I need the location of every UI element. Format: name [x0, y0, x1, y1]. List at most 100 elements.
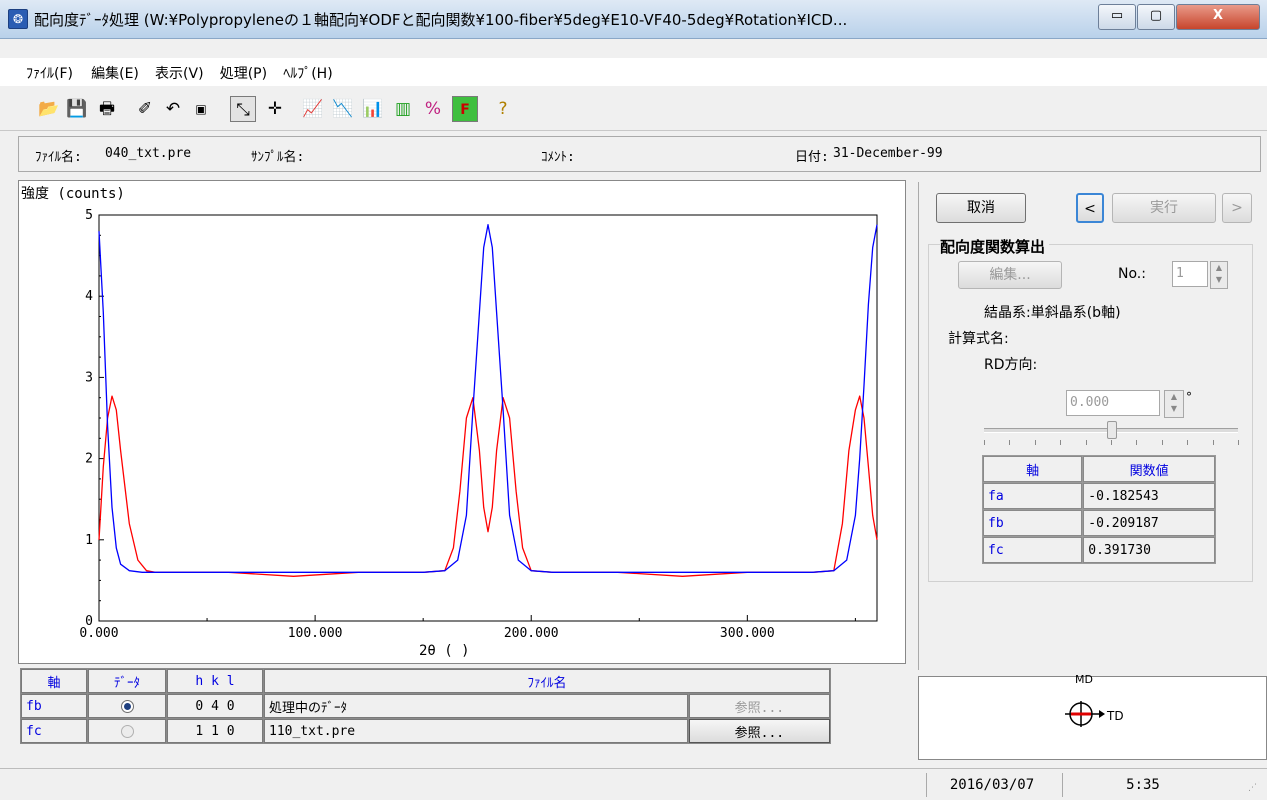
- comment-label: ｺﾒﾝﾄ:: [541, 150, 575, 165]
- edit-button[interactable]: 編集...: [958, 261, 1062, 289]
- cursor-move-icon[interactable]: ✛: [267, 99, 283, 119]
- axis-data-table: 軸 ﾃﾞｰﾀ h k l ﾌｧｲﾙ名 fb 0 4 0 処理中のﾃﾞｰﾀ 参照.…: [20, 668, 831, 744]
- x-axis-label: 2θ ( ): [419, 643, 470, 659]
- toolbar: 📂 💾 🖶 ✐ ↶ ▣ ⤡ ✛ 📈 📉 📊 ▥ % F ?: [0, 88, 1267, 131]
- sample-label: ｻﾝﾌﾟﾙ名:: [251, 150, 305, 165]
- degree-unit: °: [1186, 390, 1192, 404]
- status-time: 5:35: [1062, 773, 1223, 797]
- crystal-system: 結晶系:単斜晶系(b軸): [984, 305, 1121, 321]
- x-tick-label: 0.000: [79, 626, 118, 641]
- table-row: fa -0.182543: [983, 483, 1215, 509]
- menu-edit[interactable]: 編集(E): [91, 66, 139, 82]
- slider-tick: [1009, 440, 1011, 445]
- function-value-table: 軸 関数値 fa -0.182543 fb -0.209187 fc 0.391…: [982, 455, 1216, 564]
- table-row: fc 0.391730: [983, 537, 1215, 563]
- func-value-cell: 0.391730: [1083, 537, 1215, 563]
- slider-tick: [1212, 440, 1214, 445]
- no-spinner[interactable]: ▲ ▼: [1210, 261, 1228, 289]
- undo-icon[interactable]: ↶: [165, 99, 181, 119]
- hkl-cell: 0 4 0: [167, 694, 263, 718]
- browse-button-fc[interactable]: 参照...: [688, 719, 830, 743]
- data-radio-cell[interactable]: [88, 719, 166, 743]
- menu-view[interactable]: 表示(V): [155, 66, 204, 82]
- cursor-pick-icon[interactable]: ⤡: [230, 96, 256, 122]
- slider-tick: [1111, 440, 1112, 445]
- maximize-button[interactable]: ▢: [1137, 4, 1175, 30]
- run-button[interactable]: 実行: [1112, 193, 1216, 223]
- table-row: fc 1 1 0 110_txt.pre 参照...: [21, 719, 830, 743]
- rd-slider-thumb[interactable]: [1107, 421, 1117, 439]
- slider-tick: [1085, 440, 1087, 445]
- date-label: 日付:: [795, 150, 829, 165]
- y-tick-label: 0: [85, 614, 93, 629]
- menu-process[interactable]: 処理(P): [219, 66, 268, 82]
- td-label: TD: [1107, 709, 1124, 723]
- chart-area[interactable]: 0 1 2 3 4 5 0.000 100.000 200.000 300.000 強度 (coun…: [18, 180, 906, 664]
- plot-frame: [98, 214, 878, 622]
- func-value-cell: -0.182543: [1083, 483, 1215, 509]
- prev-button[interactable]: <: [1076, 193, 1104, 223]
- series-line-1: [98, 224, 878, 573]
- help-icon[interactable]: ?: [498, 99, 508, 119]
- func-axis-cell: fb: [983, 510, 1083, 536]
- menu-help[interactable]: ﾍﾙﾌﾟ(H): [283, 66, 333, 82]
- slider-tick: [1034, 440, 1036, 445]
- chart-f-icon[interactable]: F: [452, 96, 478, 122]
- rd-angle-input[interactable]: 0.000: [1066, 390, 1160, 416]
- no-label: No.:: [1118, 266, 1146, 282]
- small-square-icon[interactable]: ▣: [195, 102, 207, 116]
- x-tick-label: 100.000: [288, 626, 343, 641]
- print-icon[interactable]: 🖶: [98, 99, 116, 119]
- chart-p-icon[interactable]: %: [424, 99, 442, 119]
- axis-header-data: ﾃﾞｰﾀ: [88, 669, 166, 693]
- chart-m-icon[interactable]: 📉: [332, 99, 354, 119]
- rd-angle-spinner[interactable]: ▲ ▼: [1164, 390, 1184, 418]
- filename-label: ﾌｧｲﾙ名:: [35, 150, 82, 165]
- axis-header-file: ﾌｧｲﾙ名: [264, 669, 830, 693]
- formula-label: 計算式名:: [948, 331, 1009, 347]
- status-date: 2016/03/07: [926, 773, 1057, 797]
- group-title: 配向度関数算出: [940, 236, 1050, 257]
- series-line-0: [98, 395, 878, 577]
- rd-direction-label: RD方向:: [984, 357, 1038, 373]
- title-bar: ❂ 配向度ﾃﾞｰﾀ処理 (W:¥Polypropyleneの１軸配向¥ODFと配…: [0, 0, 1267, 39]
- y-tick-label: 5: [85, 208, 93, 223]
- y-axis-label: 強度 (counts): [21, 186, 125, 202]
- date-value: 31-December-99: [833, 146, 943, 161]
- no-input[interactable]: 1: [1172, 261, 1208, 287]
- data-radio-fc[interactable]: [120, 724, 134, 738]
- y-tick-label: 1: [85, 533, 93, 548]
- slider-tick: [1187, 440, 1189, 445]
- window-title: 配向度ﾃﾞｰﾀ処理 (W:¥Polypropyleneの１軸配向¥ODFと配向関…: [34, 11, 848, 29]
- hkl-cell: 1 1 0: [167, 719, 263, 743]
- save-icon[interactable]: 💾: [66, 99, 88, 119]
- chart-b-icon[interactable]: 📊: [362, 99, 384, 119]
- close-button[interactable]: X: [1176, 4, 1260, 30]
- minimize-button[interactable]: ▭: [1098, 4, 1136, 30]
- y-tick-label: 2: [85, 452, 93, 467]
- edit-icon[interactable]: ✐: [137, 99, 153, 119]
- menu-bar: ﾌｧｲﾙ(F) 編集(E) 表示(V) 処理(P) ﾍﾙﾌﾟ(H): [0, 58, 1267, 86]
- cancel-button[interactable]: 取消: [936, 193, 1026, 223]
- x-tick-label: 300.000: [720, 626, 775, 641]
- data-radio-cell[interactable]: [88, 694, 166, 718]
- menu-file[interactable]: ﾌｧｲﾙ(F): [26, 66, 73, 82]
- md-label: MD: [1075, 673, 1093, 686]
- axis-header-hkl: h k l: [167, 669, 263, 693]
- filename-value: 040_txt.pre: [105, 146, 192, 161]
- app-icon[interactable]: ❂: [8, 9, 28, 29]
- resize-grip-icon[interactable]: ⋰: [1248, 783, 1257, 793]
- axis-cell: fb: [21, 694, 87, 718]
- slider-tick: [1238, 440, 1239, 445]
- browse-button-fb[interactable]: 参照...: [688, 694, 830, 718]
- chart-e-icon[interactable]: ▥: [394, 99, 412, 119]
- intensity-chart: 0 1 2 3 4 5 0.000 100.000 200.000 300.000 強度 (coun…: [21, 186, 878, 659]
- rd-slider-ticks: [984, 440, 1239, 446]
- file-cell: 110_txt.pre: [264, 719, 688, 743]
- func-header-value: 関数値: [1083, 456, 1215, 482]
- y-tick-label: 4: [85, 289, 93, 304]
- chart-r-icon[interactable]: 📈: [302, 99, 324, 119]
- open-icon[interactable]: 📂: [38, 99, 60, 119]
- data-radio-fb[interactable]: [120, 699, 134, 713]
- next-button[interactable]: >: [1222, 193, 1252, 223]
